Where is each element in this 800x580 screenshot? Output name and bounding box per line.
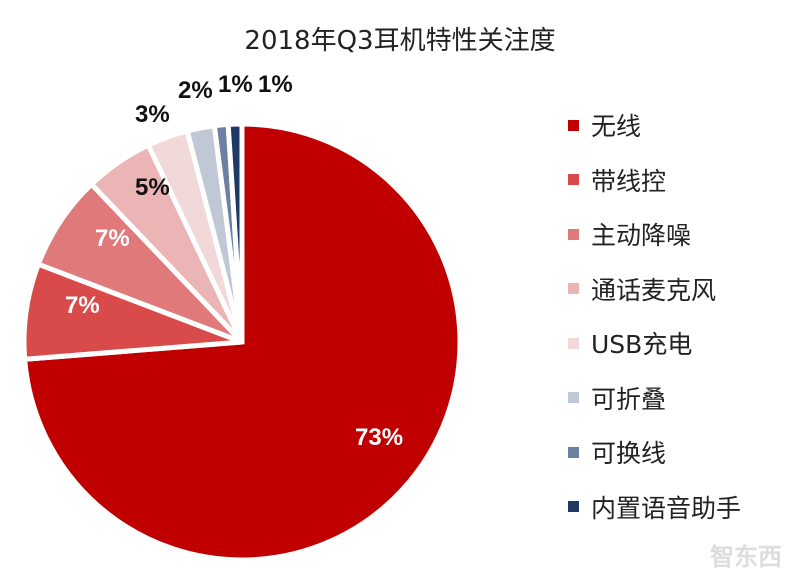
legend-item: 内置语音助手 (568, 480, 741, 535)
chart-title: 2018年Q3耳机特性关注度 (244, 26, 556, 56)
legend-swatch (568, 228, 579, 240)
watermark-logo: 智东西 (710, 543, 782, 571)
legend-item: 可折叠 (568, 371, 741, 426)
data-label: 7% (95, 225, 130, 252)
legend-swatch (568, 119, 579, 131)
data-label: 5% (135, 174, 170, 201)
pie-slice-8 (225, 121, 245, 343)
legend-swatch (568, 283, 579, 295)
legend-item: 主动降噪 (568, 207, 741, 262)
data-label: 7% (65, 292, 100, 319)
data-label: 73% (355, 424, 403, 451)
legend-swatch (568, 174, 579, 186)
data-label: 1% (218, 71, 253, 98)
legend-swatch (568, 392, 579, 404)
legend-swatch (568, 446, 579, 458)
legend-label: 可换线 (591, 439, 667, 469)
legend-swatch (568, 337, 579, 349)
legend-item: 通话麦克风 (568, 262, 741, 317)
data-label: 1% (258, 71, 293, 98)
legend-item: 带线控 (568, 153, 741, 208)
legend: 无线带线控主动降噪通话麦克风 USB充电可折叠可换线内置语音助手 (568, 98, 741, 534)
legend-label: 内置语音助手 (591, 493, 742, 523)
legend-label: USB充电 (591, 330, 693, 360)
legend-label: 无线 (591, 112, 642, 142)
legend-item: 无线 (568, 98, 741, 153)
legend-item: 可换线 (568, 425, 741, 480)
legend-item: USB充电 (568, 316, 741, 371)
data-label: 2% (178, 77, 213, 104)
legend-label: 主动降噪 (591, 221, 692, 251)
legend-label: 可折叠 (591, 384, 667, 414)
data-label: 3% (135, 101, 170, 128)
legend-label: 带线控 (591, 166, 667, 196)
legend-swatch (568, 501, 579, 513)
legend-label: 通话麦克风 (591, 275, 717, 305)
